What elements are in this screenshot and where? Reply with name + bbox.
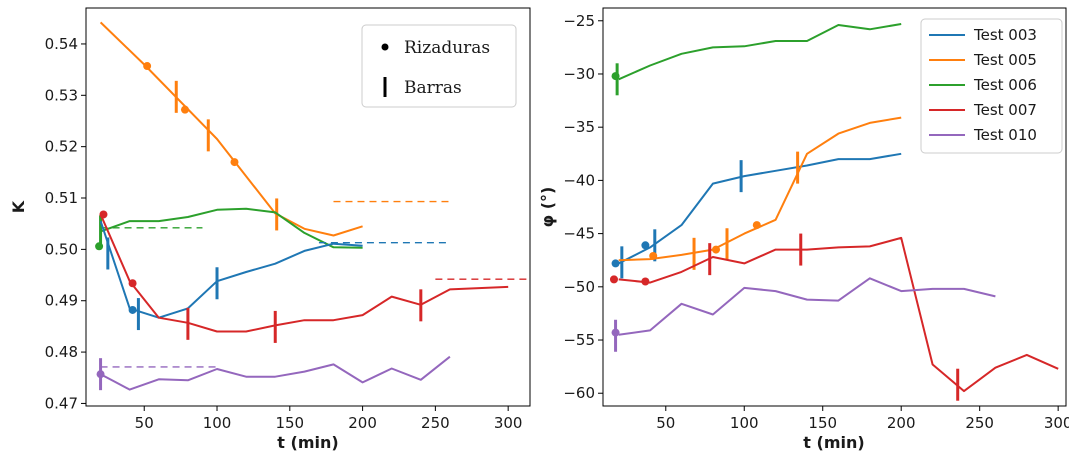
k-y-tick-label: 0.54 <box>45 35 78 53</box>
k-plot-frame <box>85 7 531 407</box>
k-series-line-test006 <box>100 207 363 249</box>
phi-y-tick-label: −60 <box>563 384 595 402</box>
phi-legend-box <box>920 18 1063 154</box>
phi-y-axis-title: φ (°) <box>538 187 557 228</box>
k-y-axis-ticks: 0.47 0.48 0.49 0.50 0.51 0.52 0.53 0.54 <box>45 35 86 412</box>
k-series-layer <box>95 21 530 391</box>
phi-legend-label-test003: Test 003 <box>973 26 1037 44</box>
phi-y-tick-label: −35 <box>563 118 595 136</box>
k-dot-test005-0 <box>143 62 152 71</box>
k-y-tick-label: 0.52 <box>45 138 78 156</box>
phi-x-axis-title: t (min) <box>803 433 864 452</box>
k-y-tick-label: 0.49 <box>45 292 78 310</box>
k-dot-test007-0 <box>99 210 108 219</box>
phi-legend-label-test005: Test 005 <box>973 51 1037 69</box>
phi-x-tick-label: 100 <box>730 414 759 432</box>
phi-series-line-test006 <box>618 23 902 81</box>
k-dot-test005-1 <box>180 105 189 114</box>
phi-y-tick-label: −55 <box>563 331 595 349</box>
k-x-tick-label: 50 <box>135 414 154 432</box>
phi-dot-test003-0 <box>611 259 620 268</box>
k-legend-label-barras: Barras <box>404 78 462 98</box>
k-legend-dot-marker <box>381 43 389 51</box>
k-y-tick-label: 0.48 <box>45 343 78 361</box>
k-x-tick-label: 250 <box>421 414 450 432</box>
phi-x-tick-label: 250 <box>965 414 994 432</box>
k-chart-panel: 50 100 150 200 250 300 0.470.480.490.500.510.… <box>9 7 531 452</box>
k-y-tick-label: 0.47 <box>45 394 78 412</box>
phi-x-tick-label: 150 <box>808 414 837 432</box>
phi-y-tick-label: −50 <box>563 278 595 296</box>
k-y-axis-title: K <box>9 200 28 213</box>
phi-legend-label-test010: Test 010 <box>973 126 1037 144</box>
phi-y-tick-label: −30 <box>563 65 595 83</box>
phi-y-tick-label: −25 <box>563 12 595 30</box>
phi-dot-test005-0 <box>649 251 658 260</box>
k-series-line-test010 <box>100 355 451 391</box>
k-y-tick-label: 0.50 <box>45 240 78 258</box>
k-legend: Rizaduras Barras <box>361 24 517 108</box>
phi-series-line-test010 <box>618 277 996 336</box>
k-legend-box <box>361 24 517 108</box>
phi-chart-panel: 50 100 150 200 250 300 −25−30−35−40−45−50−55−… <box>538 7 1069 452</box>
phi-dot-test007-0 <box>609 275 618 284</box>
phi-dot-test007-1 <box>641 277 650 286</box>
phi-dot-test003-1 <box>641 241 650 250</box>
phi-y-tick-label: −45 <box>563 225 595 243</box>
phi-plot-frame <box>602 7 1067 407</box>
k-x-tick-label: 100 <box>203 414 232 432</box>
k-x-axis-ticks: 50 100 150 200 250 300 <box>135 406 523 432</box>
k-series-line-test003 <box>99 220 363 319</box>
phi-x-tick-label: 200 <box>887 414 916 432</box>
phi-x-axis-ticks: 50 100 150 200 250 300 <box>656 406 1069 432</box>
k-y-tick-label: 0.53 <box>45 86 78 104</box>
k-x-tick-label: 150 <box>275 414 304 432</box>
phi-legend-label-test007: Test 007 <box>973 101 1037 119</box>
k-legend-label-rizaduras: Rizaduras <box>404 38 490 58</box>
phi-series-line-test007 <box>618 236 1059 393</box>
phi-y-tick-label: −40 <box>563 171 595 189</box>
k-series-line-test007 <box>99 214 509 333</box>
phi-series-line-test003 <box>618 152 902 265</box>
phi-series-layer <box>609 23 1059 401</box>
k-dot-test007-1 <box>128 279 137 288</box>
k-y-tick-label: 0.51 <box>45 189 78 207</box>
phi-legend: Test 003 Test 005 Test 006 Test 007 Test… <box>920 18 1063 154</box>
phi-legend-label-test006: Test 006 <box>973 76 1037 94</box>
k-dot-test005-2 <box>230 158 239 167</box>
phi-y-axis-ticks: −25 −30 −35 −40 −45 −50 −55 −60 <box>563 12 603 402</box>
phi-dot-test005-1 <box>712 245 721 254</box>
k-dot-test003-0 <box>128 305 137 314</box>
phi-dot-test005-2 <box>752 221 761 230</box>
phi-x-tick-label: 50 <box>656 414 675 432</box>
k-x-axis-title: t (min) <box>277 433 338 452</box>
k-x-tick-label: 200 <box>348 414 377 432</box>
phi-x-tick-label: 300 <box>1044 414 1069 432</box>
k-x-tick-label: 300 <box>494 414 523 432</box>
